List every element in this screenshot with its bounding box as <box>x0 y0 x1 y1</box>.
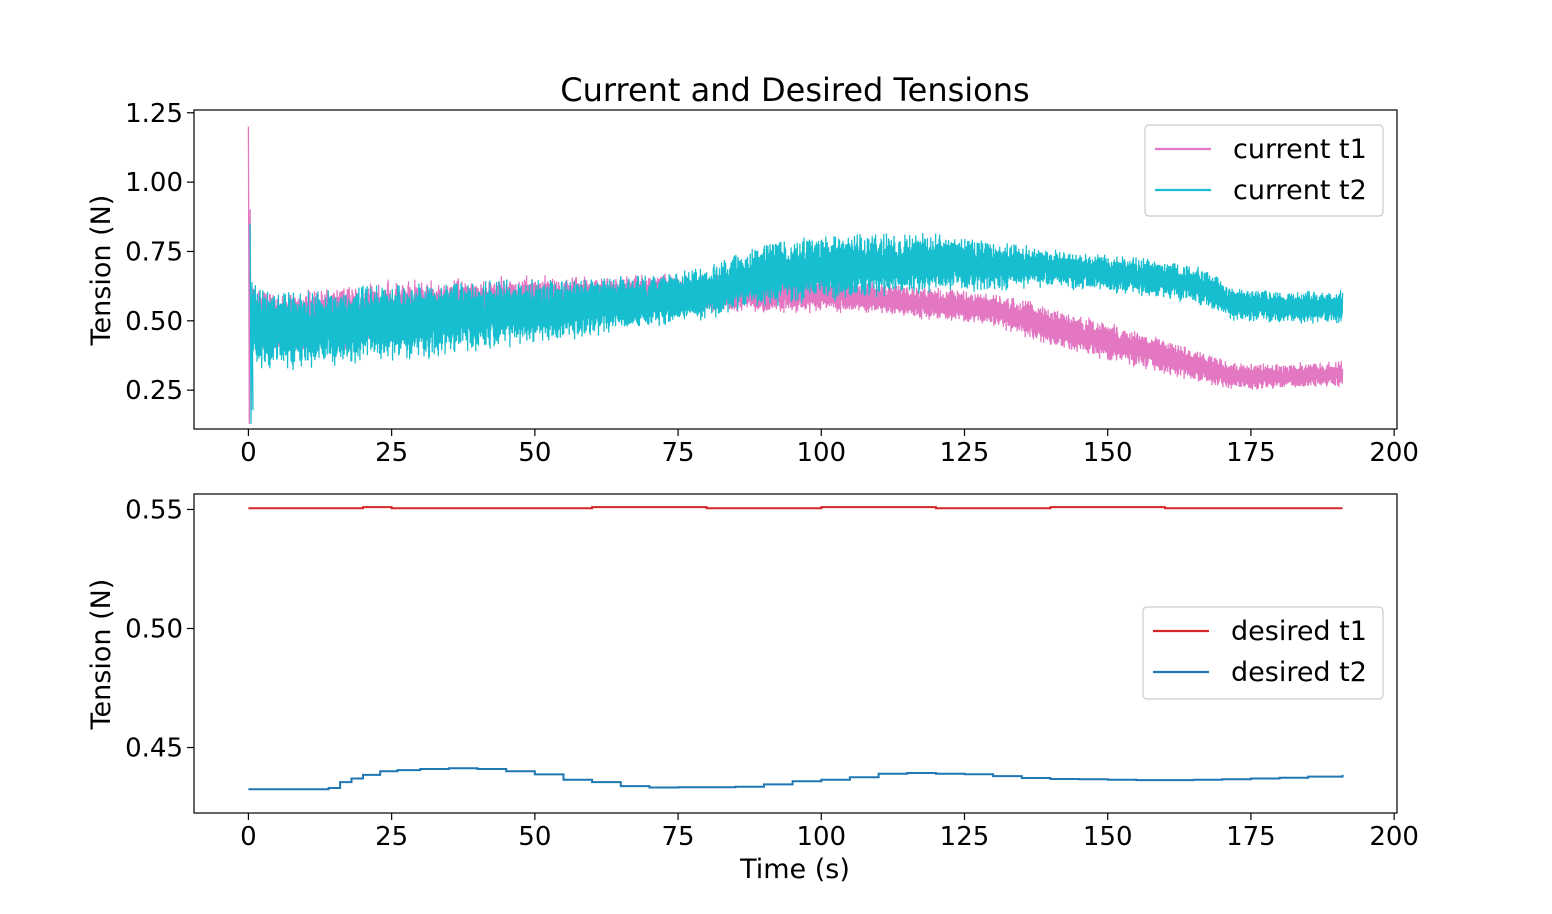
x-tick-label: 50 <box>518 822 551 852</box>
x-tick-label: 100 <box>796 822 846 852</box>
series-line-desired-t2 <box>248 767 1344 791</box>
top-axes-frame <box>193 109 1398 430</box>
x-tick-label: 125 <box>940 438 990 468</box>
top-y-axis: 0.25 0.50 0.75 1.00 1.25 <box>125 99 194 406</box>
x-tick-label: 0 <box>240 438 257 468</box>
x-tick-label: 75 <box>662 438 695 468</box>
x-tick-label: 50 <box>518 438 551 468</box>
y-tick-label: 0.50 <box>125 307 183 337</box>
bottom-y-axis: 0.45 0.50 0.55 <box>125 495 194 764</box>
top-x-axis: 0 25 50 75 100 125 150 175 200 <box>240 429 1419 468</box>
x-tick-label: 150 <box>1083 822 1133 852</box>
bottom-x-axis-label: Time (s) <box>739 854 850 885</box>
x-tick-label: 125 <box>940 822 990 852</box>
bottom-y-axis-label: Tension (N) <box>86 579 117 731</box>
bottom-subplot: 0 25 50 75 100 125 150 175 200 0.45 0.50 0.55 Tens… <box>86 493 1419 885</box>
y-tick-label: 1.25 <box>125 99 183 129</box>
top-y-axis-label: Tension (N) <box>86 195 117 347</box>
bottom-x-axis: 0 25 50 75 100 125 150 175 200 <box>240 813 1419 852</box>
legend-label: current t2 <box>1233 175 1367 206</box>
top-plot-area <box>247 126 1344 425</box>
x-tick-label: 25 <box>375 822 408 852</box>
y-tick-label: 0.45 <box>125 734 183 764</box>
top-legend: current t1 current t2 <box>1144 124 1384 217</box>
x-tick-label: 150 <box>1083 438 1133 468</box>
y-tick-label: 0.75 <box>125 237 183 267</box>
series-line-desired-t1 <box>248 506 1343 510</box>
y-tick-label: 0.55 <box>125 495 183 525</box>
x-tick-label: 25 <box>375 438 408 468</box>
x-tick-label: 0 <box>240 822 257 852</box>
y-tick-label: 0.50 <box>125 615 183 645</box>
x-tick-label: 200 <box>1369 822 1419 852</box>
y-tick-label: 1.00 <box>125 168 183 198</box>
legend-label: desired t1 <box>1231 616 1367 647</box>
legend-label: current t1 <box>1233 134 1367 165</box>
bottom-legend: desired t1 desired t2 <box>1142 606 1384 700</box>
x-tick-label: 75 <box>662 822 695 852</box>
top-subplot: 0 25 50 75 100 125 150 175 200 0.25 0.50 0.75 1.00 1… <box>86 99 1419 468</box>
bottom-axes-frame <box>193 493 1398 814</box>
series-line-current-t2 <box>249 223 1344 425</box>
y-tick-label: 0.25 <box>125 376 183 406</box>
chart-title: Current and Desired Tensions <box>560 71 1029 109</box>
bottom-plot-area <box>248 506 1344 791</box>
x-tick-label: 200 <box>1369 438 1419 468</box>
x-tick-label: 175 <box>1226 822 1276 852</box>
legend-box <box>1144 124 1384 217</box>
legend-label: desired t2 <box>1231 657 1367 688</box>
x-tick-label: 100 <box>796 438 846 468</box>
x-tick-label: 175 <box>1226 438 1276 468</box>
